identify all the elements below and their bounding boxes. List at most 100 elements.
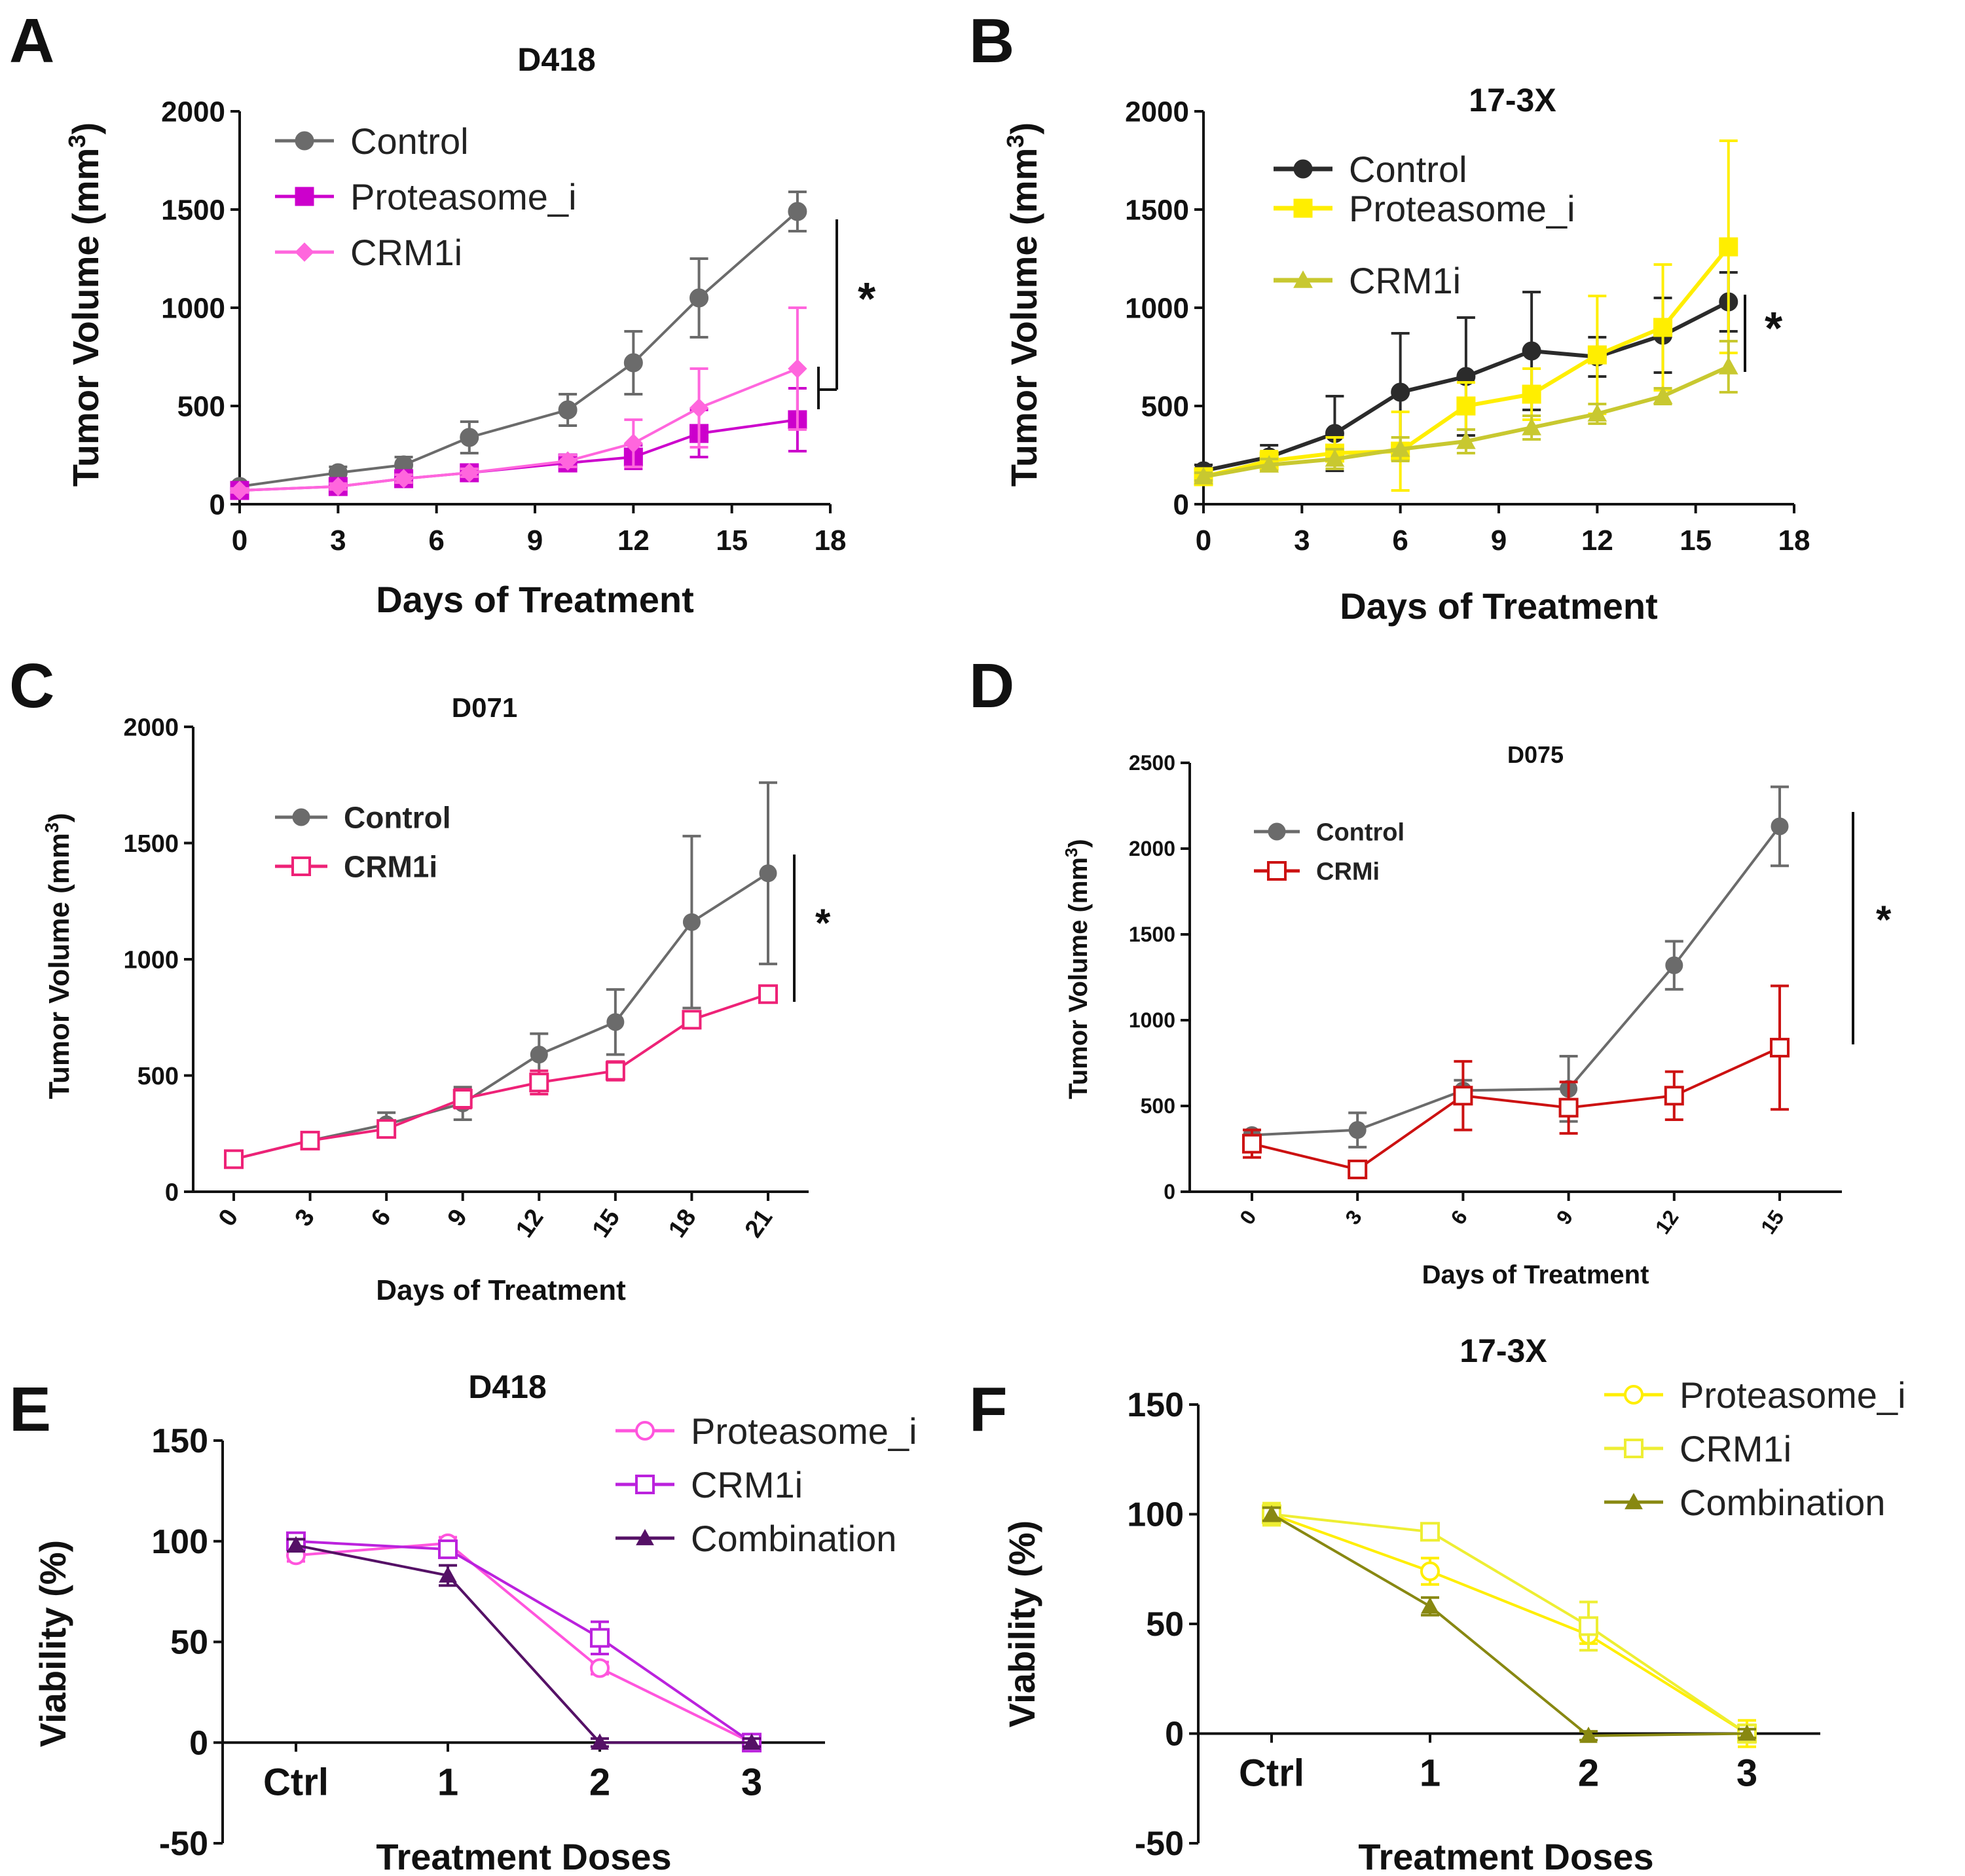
x-axis-label: Treatment Doses <box>376 1836 671 1876</box>
legend-label: CRM1i <box>344 850 437 884</box>
legend-item: Control <box>275 801 451 835</box>
legend-marker <box>635 1421 655 1441</box>
x-tick-label: 18 <box>815 524 847 557</box>
data-point <box>328 477 348 496</box>
y-tick-label: 500 <box>1141 390 1189 422</box>
legend-label: Combination <box>1680 1482 1885 1523</box>
data-point <box>230 481 249 500</box>
legend-item: Combination <box>615 1518 896 1559</box>
x-tick-label: 3 <box>1736 1752 1757 1795</box>
x-tick-label: 18 <box>1778 524 1810 557</box>
data-point <box>1421 1597 1439 1614</box>
legend-label: CRM1i <box>350 232 462 273</box>
panel-f: F 17-3X -50 0 50 100 150 Ctrl 1 2 3 Treatment Doses… <box>969 1333 1906 1876</box>
data-point <box>1770 1037 1790 1058</box>
chart-title: 17-3X <box>1460 1333 1547 1369</box>
x-tick-label: 12 <box>1581 524 1613 557</box>
y-axis-label: Viability (%) <box>1001 1520 1042 1727</box>
legend-label: Control <box>1316 819 1405 847</box>
legend-item: CRM1i <box>275 850 437 884</box>
data-point <box>1420 1561 1440 1581</box>
data-point <box>460 428 479 447</box>
chart-title: D075 <box>1507 741 1564 768</box>
legend-item: Proteasome_i <box>1274 188 1575 229</box>
y-tick-label: 0 <box>210 488 225 521</box>
y-tick-label: 0 <box>1165 1716 1184 1754</box>
y-tick-label: 500 <box>1141 1094 1175 1118</box>
legend-marker <box>636 1528 654 1545</box>
series-line <box>1251 825 1781 1137</box>
data-point <box>1558 1097 1579 1118</box>
x-tick-label: 0 <box>1235 1205 1261 1228</box>
x-tick-label: 0 <box>1196 524 1211 557</box>
series-line <box>295 1539 753 1744</box>
x-tick-label: 3 <box>741 1761 762 1803</box>
panel-letter: C <box>9 651 54 721</box>
legend-label: Control <box>350 120 469 162</box>
legend-label: CRMi <box>1316 858 1380 886</box>
x-tick-label: 9 <box>1552 1205 1578 1228</box>
data-point <box>452 1089 473 1109</box>
x-tick-label: 6 <box>366 1204 397 1231</box>
y-tick-label: 100 <box>151 1523 208 1561</box>
x-tick-label: 3 <box>1294 524 1310 557</box>
y-tick-label: 2000 <box>161 96 225 128</box>
data-point <box>689 288 709 308</box>
data-point <box>558 400 578 420</box>
y-tick-label: 1000 <box>123 946 179 974</box>
y-tick-label: -50 <box>159 1825 208 1863</box>
data-point <box>1522 417 1541 435</box>
significance-asterisk: * <box>1876 898 1892 942</box>
legend-item: Proteasome_i <box>275 176 577 217</box>
data-point <box>1653 318 1673 337</box>
series-line <box>295 1541 752 1744</box>
data-point <box>758 984 778 1004</box>
data-point <box>590 1658 610 1678</box>
series-crm1i <box>1194 340 1738 485</box>
x-tick-label: 6 <box>428 524 444 557</box>
data-point <box>1587 345 1607 365</box>
y-tick-label: 1500 <box>1125 194 1189 226</box>
panel-a: A D418 0 500 1000 1500 2000 0 3 6 9 12 15 18 Days of T… <box>9 6 876 620</box>
x-tick-label: 3 <box>1340 1205 1367 1228</box>
legend-item: CRM1i <box>1604 1428 1791 1469</box>
legend-marker <box>295 131 314 151</box>
data-point <box>1259 454 1279 473</box>
x-axis-label: Days of Treatment <box>376 579 694 620</box>
y-axis-label: Viability (%) <box>32 1540 73 1747</box>
y-tick-label: 1000 <box>1125 292 1189 324</box>
legend-item: Control <box>275 120 469 162</box>
data-point <box>1420 1522 1440 1542</box>
panel-letter: B <box>969 6 1014 76</box>
data-point <box>1522 341 1541 361</box>
x-tick-label: 18 <box>663 1204 702 1243</box>
data-point <box>1665 956 1683 974</box>
y-tick-label: 2000 <box>1129 837 1175 860</box>
x-tick-label: 15 <box>1756 1205 1789 1238</box>
x-tick-label: Ctrl <box>1239 1752 1304 1795</box>
series-line <box>1271 1513 1748 1735</box>
legend-label: Proteasome_i <box>691 1410 917 1452</box>
data-point <box>1390 439 1410 457</box>
panel-letter: F <box>969 1374 1008 1444</box>
series-combination <box>1262 1505 1756 1743</box>
data-point <box>623 433 644 453</box>
legend-marker <box>1293 159 1313 179</box>
data-point <box>1719 237 1738 257</box>
data-point <box>287 1536 305 1553</box>
y-tick-label: 0 <box>1173 488 1189 521</box>
series-control <box>230 191 807 496</box>
data-point <box>394 469 414 488</box>
panel-b: B 17-3X 0 500 1000 1500 2000 0 3 6 9 12 15 18 Days of … <box>969 6 1810 627</box>
x-tick-label: 12 <box>1651 1205 1683 1238</box>
legend-marker <box>1625 1492 1643 1509</box>
x-tick-label: 1 <box>1420 1752 1441 1795</box>
significance-asterisk: * <box>858 273 876 324</box>
panel-e: E D418 -50 0 50 100 150 Ctrl 1 2 3 Treatment Doses V… <box>9 1369 917 1876</box>
y-tick-label: 100 <box>1127 1496 1184 1534</box>
data-point <box>1348 1159 1368 1179</box>
series-line <box>239 367 798 492</box>
legend-marker <box>1624 1385 1644 1405</box>
data-point <box>689 398 709 418</box>
